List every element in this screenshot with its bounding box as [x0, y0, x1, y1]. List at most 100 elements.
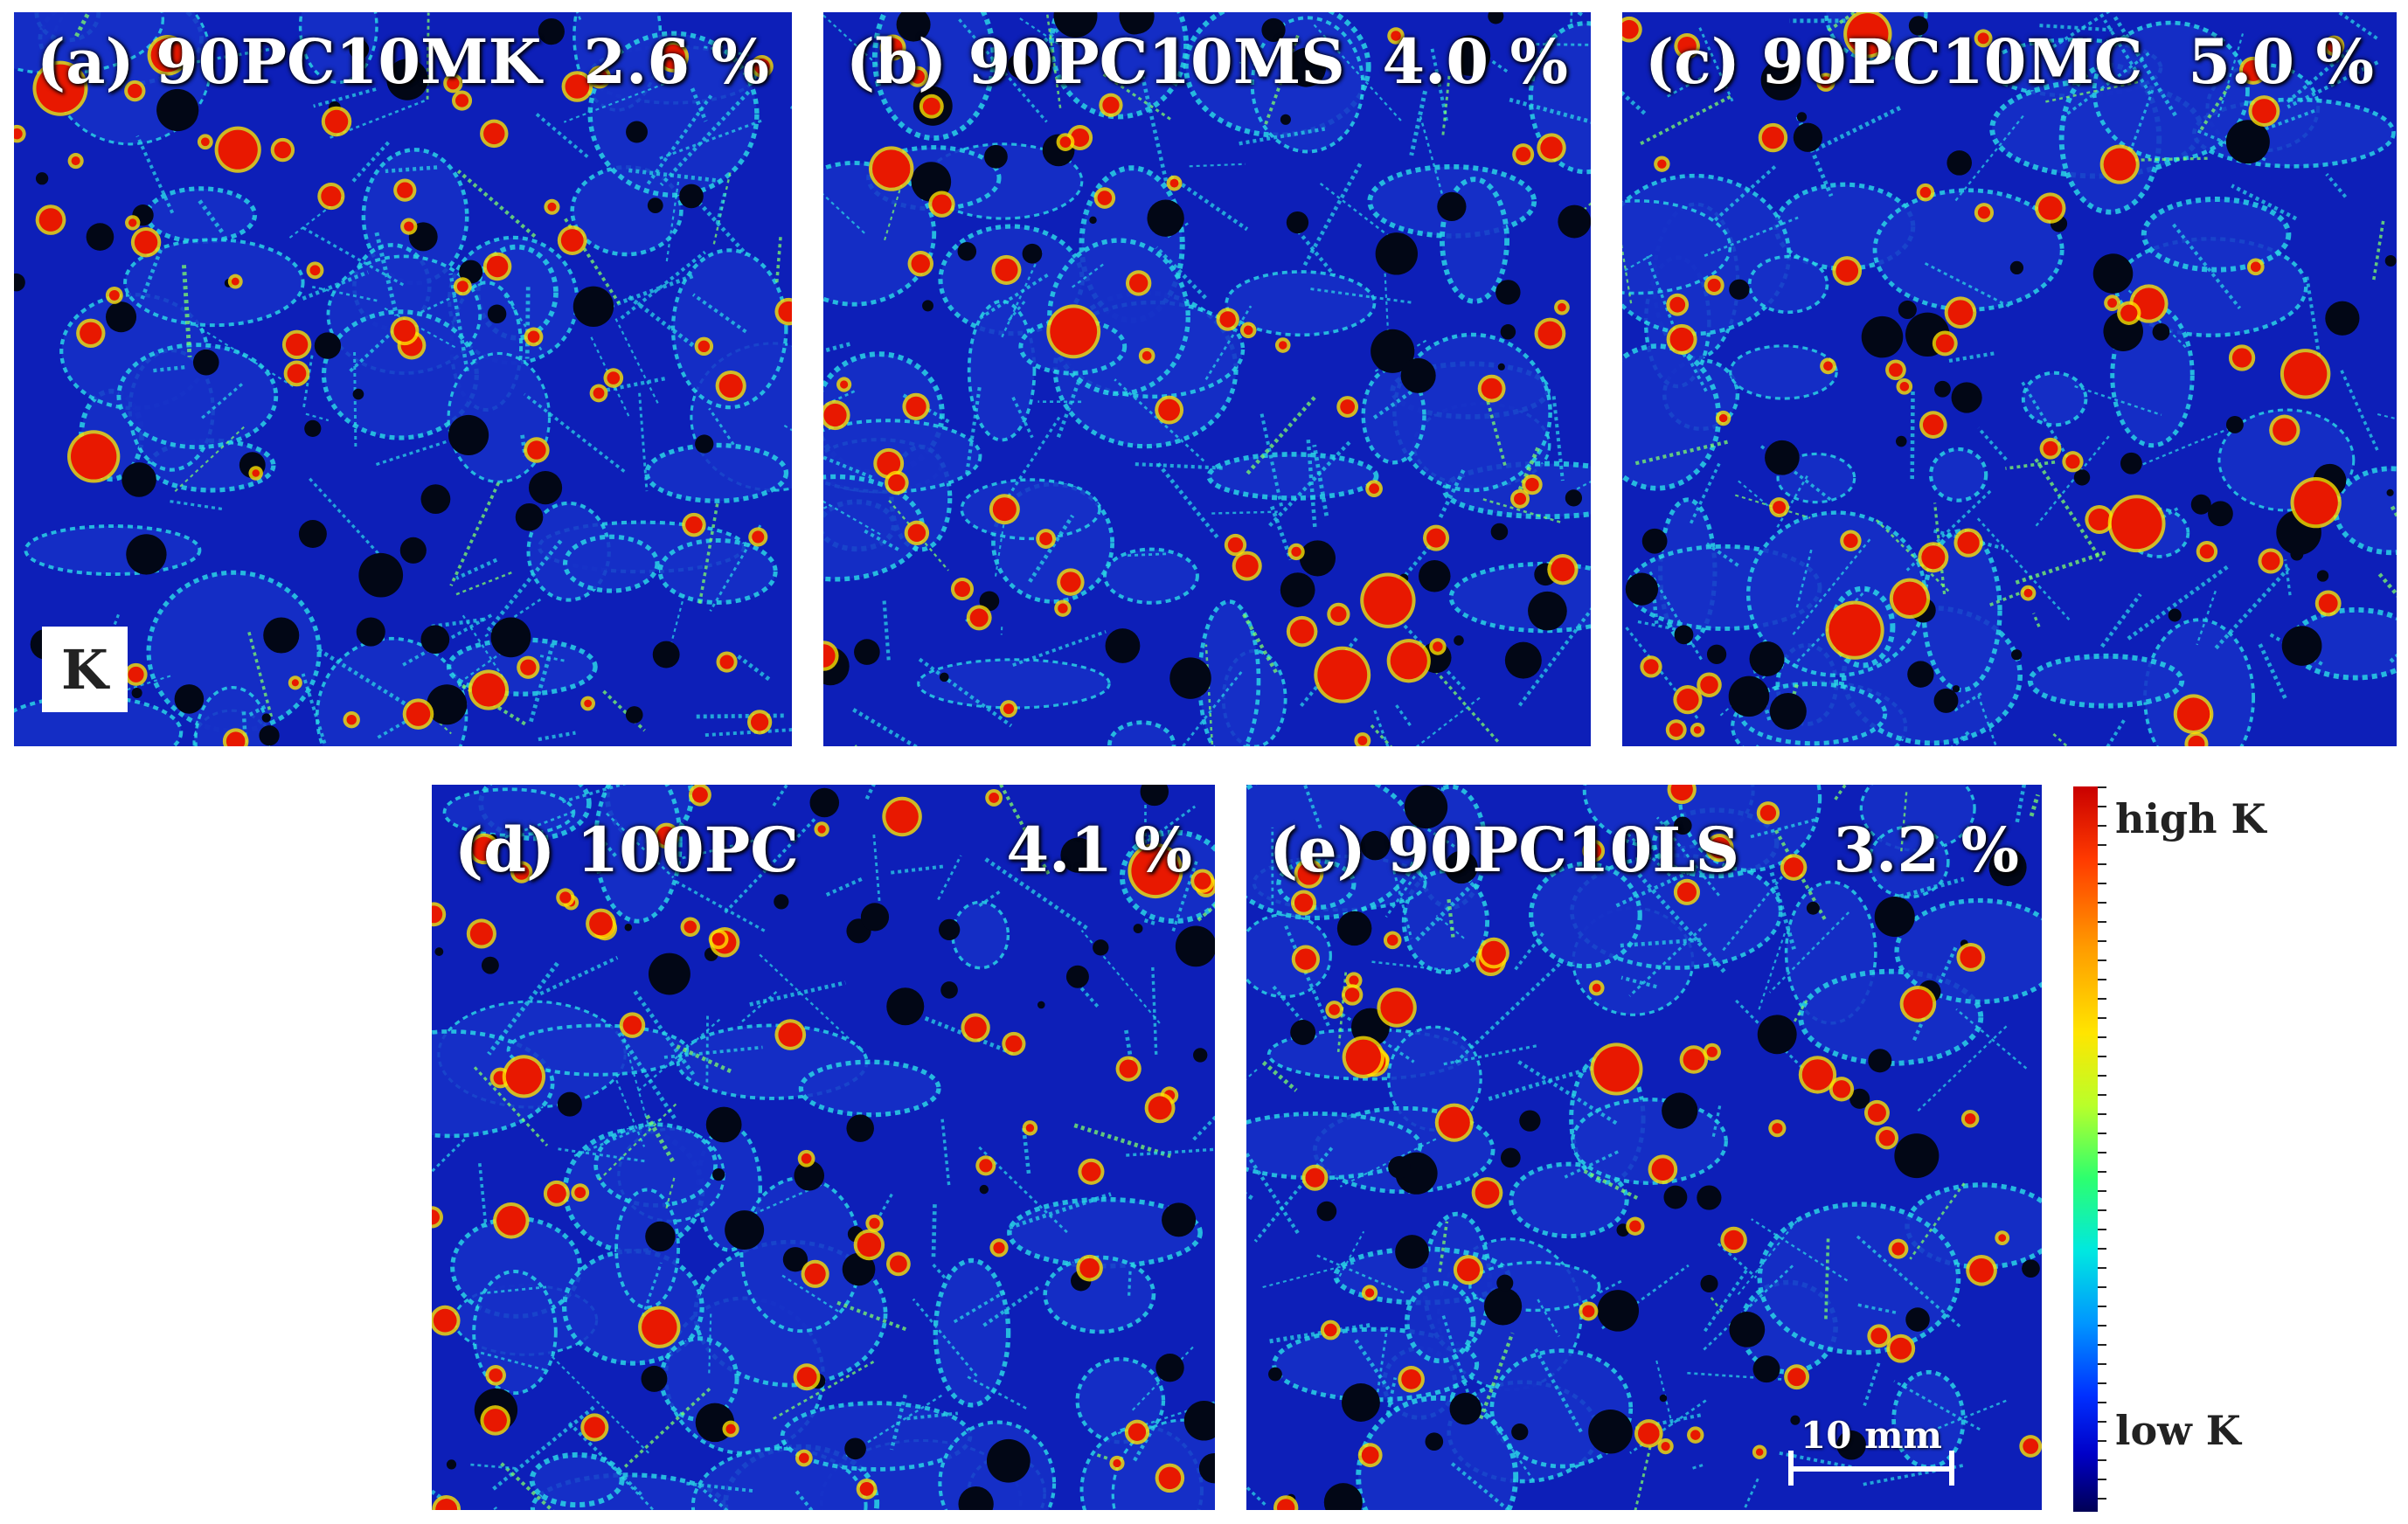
paste-network [1751, 1218, 1849, 1282]
paste-network [1246, 1149, 1300, 1235]
high-k-spot [1960, 946, 1982, 968]
high-k-spot [1759, 805, 1777, 821]
void [420, 484, 451, 515]
high-k-spot [252, 469, 260, 477]
high-k-spot [1317, 649, 1368, 700]
high-k-spot [817, 825, 826, 834]
paste-network [2012, 551, 2106, 585]
paste-network [712, 169, 732, 245]
void [35, 172, 49, 185]
high-k-spot [622, 1015, 642, 1035]
paste-network [1924, 262, 2013, 309]
void [1765, 440, 1800, 475]
high-k-spot [1801, 1059, 1834, 1091]
high-k-spot [1349, 975, 1359, 986]
paste-network [73, 13, 90, 40]
aggregate-grain [1107, 720, 1176, 746]
paste-network [975, 890, 1001, 909]
high-k-spot [2107, 298, 2117, 308]
paste-network [1430, 47, 1448, 121]
paste-network [676, 1044, 732, 1074]
paste-network [1722, 868, 1790, 952]
paste-network [455, 571, 514, 596]
void [1588, 1409, 1633, 1454]
paste-network [1239, 49, 1249, 65]
void [641, 1365, 668, 1392]
high-k-spot [1277, 1499, 1295, 1510]
high-k-spot [857, 1232, 882, 1257]
void [1663, 1185, 1688, 1209]
void [986, 1438, 1031, 1483]
high-k-spot [2038, 196, 2063, 220]
paste-network [455, 558, 498, 580]
void [679, 184, 704, 209]
paste-network [461, 634, 526, 682]
high-k-spot [1079, 1257, 1100, 1278]
paste-network [2286, 43, 2357, 104]
paste-network [558, 1147, 645, 1163]
void [1793, 122, 1822, 152]
high-k-spot [2023, 1438, 2039, 1454]
paste-network [1634, 869, 1726, 973]
high-k-spot [1128, 274, 1148, 293]
void [1934, 380, 1951, 398]
paste-network [1711, 1102, 1723, 1137]
paste-network [1302, 162, 1363, 267]
paste-network [724, 815, 818, 914]
high-k-spot [128, 666, 144, 682]
high-k-spot [1005, 1035, 1023, 1053]
high-k-spot [1119, 1059, 1138, 1078]
paste-network [1583, 1169, 1639, 1201]
high-k-spot [718, 373, 743, 398]
void [1404, 785, 1448, 829]
aggregate-grain [1225, 270, 1377, 337]
void [1037, 1001, 1045, 1009]
void [1119, 12, 1155, 34]
aggregate-grain [1747, 254, 1829, 315]
high-k-spot [883, 38, 903, 58]
paste-network [2135, 428, 2229, 468]
paste-network [1977, 426, 2008, 461]
paste-network [995, 504, 1008, 577]
paste-network [1171, 860, 1198, 932]
high-k-spot [1391, 31, 1401, 41]
paste-network [1268, 1323, 1371, 1344]
high-k-spot [1329, 1004, 1340, 1015]
aggregate-grain [1404, 1280, 1476, 1364]
paste-network [1450, 1462, 1511, 1510]
high-k-spot [546, 1183, 566, 1203]
void [1388, 1155, 1411, 1179]
void [846, 1114, 874, 1142]
aggregate-grain [951, 900, 1010, 970]
high-k-spot [685, 516, 703, 534]
paste-network [1512, 932, 1544, 973]
paste-network [2103, 19, 2152, 95]
paste-network [774, 237, 782, 284]
high-k-spot [1669, 723, 1683, 738]
void [1894, 1133, 1940, 1179]
aggregate-grain [1928, 447, 1988, 502]
high-k-spot [520, 659, 537, 675]
aggregate-grain [657, 537, 778, 605]
void [2316, 570, 2329, 582]
high-k-spot [1158, 398, 1181, 421]
void [1749, 641, 1785, 677]
panel-percentage: 5.0 % [2188, 25, 2374, 98]
void [725, 1210, 765, 1250]
paste-network [248, 703, 268, 717]
high-k-spot [1891, 1242, 1905, 1256]
paste-network [1021, 1126, 1031, 1174]
void [2386, 488, 2394, 496]
high-k-spot [471, 673, 506, 707]
panel-percentage: 4.1 % [1006, 814, 1192, 886]
void [1488, 12, 1504, 24]
k-map-e [1246, 785, 2042, 1510]
high-k-spot [2242, 59, 2264, 81]
paste-network [1315, 1254, 1405, 1294]
paste-network [931, 1204, 937, 1261]
void [2208, 501, 2233, 527]
high-k-spot [584, 699, 592, 708]
high-k-spot [607, 371, 621, 384]
high-k-spot [989, 793, 1000, 803]
paste-network [1011, 396, 1034, 439]
